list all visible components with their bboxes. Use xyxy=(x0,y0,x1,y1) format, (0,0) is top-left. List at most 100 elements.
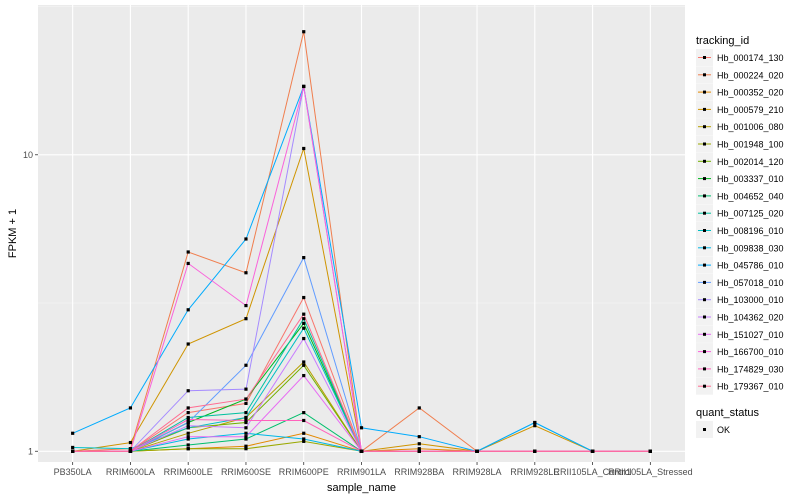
data-point-Hb_002014_120-RRIM600PE xyxy=(302,363,306,367)
data-point-Hb_008196_010-PB350LA xyxy=(71,445,75,450)
data-point-Hb_103000_010-RRIM600LE xyxy=(186,389,190,393)
legend-label-Hb_001006_080: Hb_001006_080 xyxy=(717,122,784,132)
data-point-Hb_104362_020-RRIM600SE xyxy=(244,426,248,430)
data-point-Hb_004652_040-RRIM600LE xyxy=(186,443,190,447)
data-point-Hb_166700_010-RRIM600PE xyxy=(302,84,306,89)
x-tick-label-RRIM600SE: RRIM600SE xyxy=(221,467,271,477)
data-point-Hb_000579_210-RRIM928BA xyxy=(417,442,421,446)
data-point-Hb_007125_020-RRIM600LE xyxy=(186,415,190,420)
legend-key-point xyxy=(703,73,706,77)
data-point-Hb_001948_100-RRIM600SE xyxy=(244,447,248,451)
data-point-Hb_000352_020-RRIM928BA xyxy=(417,447,421,451)
data-point-Hb_045786_010-RRIM600LE xyxy=(186,308,190,312)
data-point-Hb_166700_010-RRIM600LE xyxy=(186,261,190,266)
legend-label-Hb_179367_010: Hb_179367_010 xyxy=(717,382,784,392)
data-point-Hb_009838_030-RRIM600PE xyxy=(302,437,306,441)
data-point-Hb_057018_010-RRIM600LE xyxy=(186,420,190,425)
data-point-Hb_001948_100-RRIM600PE xyxy=(302,439,306,443)
legend-key-point xyxy=(703,159,706,163)
data-point-Hb_000174_130-RRIM600PE xyxy=(302,295,306,300)
data-point-Hb_179367_010-RRIM928LA xyxy=(475,449,479,453)
data-point-Hb_174829_030-RRIM600PE xyxy=(302,418,306,423)
legend-key-point xyxy=(703,350,706,354)
data-point-Hb_000224_020-RRIM600PE xyxy=(302,30,306,34)
legend-key-point xyxy=(703,315,706,319)
x-tick-label-RRIM928LA: RRIM928LA xyxy=(453,467,502,477)
data-point-Hb_057018_010-RRIM600SE xyxy=(244,363,248,367)
data-point-Hb_104362_020-RRIM600LE xyxy=(186,424,190,428)
legend-label-Hb_000224_020: Hb_000224_020 xyxy=(717,70,784,80)
data-point-Hb_103000_010-RRIM600SE xyxy=(244,387,248,391)
legend-key-point xyxy=(703,263,706,267)
legend-key-point xyxy=(703,367,706,371)
data-point-Hb_000174_130-RRIM600LE xyxy=(186,411,190,415)
data-point-Hb_009838_030-RRIM600LE xyxy=(186,437,190,441)
legend-label-Hb_008196_010: Hb_008196_010 xyxy=(717,226,784,236)
data-point-Hb_179367_010-RRIM600LE xyxy=(186,406,190,410)
data-point-Hb_045786_010-RRIM600LA xyxy=(128,406,133,410)
shape-legend-title: quant_status xyxy=(696,407,759,419)
data-point-Hb_004652_040-RRIM600PE xyxy=(302,411,306,415)
x-tick-label-PB350LA: PB350LA xyxy=(54,467,92,477)
y-tick-label: 1 xyxy=(28,446,33,456)
legend-label-Hb_009838_030: Hb_009838_030 xyxy=(717,243,784,253)
x-tick-label-RRIM600LE: RRIM600LE xyxy=(164,467,213,477)
legend-key-point xyxy=(703,142,706,146)
legend-label-Hb_103000_010: Hb_103000_010 xyxy=(717,295,784,305)
legend-key-point xyxy=(703,177,706,181)
data-point-Hb_174829_030-RRIM600SE xyxy=(244,418,248,423)
legend-key-point xyxy=(703,211,706,215)
data-point-Hb_000579_210-RRIM600PE xyxy=(302,146,306,151)
legend-key-point xyxy=(703,56,706,59)
data-point-Hb_000224_020-RRIM928BA xyxy=(417,406,421,410)
legend-label-Hb_166700_010: Hb_166700_010 xyxy=(717,347,784,357)
legend-key-point xyxy=(703,298,706,302)
x-tick-label-RRIM901LA: RRIM901LA xyxy=(337,467,386,477)
legend-key-point xyxy=(703,125,706,129)
legend-key-point xyxy=(703,90,706,94)
data-point-Hb_001006_080-RRIM600LE xyxy=(186,431,190,435)
legend-label-Hb_000579_210: Hb_000579_210 xyxy=(717,105,784,115)
x-axis-title: sample_name xyxy=(327,482,396,494)
data-point-Hb_179367_010-RRIM901LA xyxy=(359,449,364,453)
data-point-Hb_179367_010-RRIM928BA xyxy=(417,449,421,453)
legend-key-point xyxy=(703,194,706,198)
data-point-Hb_179367_010-RRII105LA_Stressed xyxy=(648,449,652,453)
x-tick-label-RRIM600PE: RRIM600PE xyxy=(279,467,329,477)
data-point-Hb_179367_010-RRIM600PE xyxy=(302,312,306,316)
shape-legend-label-OK: OK xyxy=(717,425,730,435)
data-point-Hb_000224_020-RRIM600SE xyxy=(244,271,248,275)
data-point-Hb_008196_010-RRIM600PE xyxy=(302,326,306,330)
legend-key-point xyxy=(703,229,706,232)
data-point-Hb_179367_010-RRIM928LE xyxy=(533,449,537,453)
x-tick-label-RRII105LA_Stressed: RRII105LA_Stressed xyxy=(608,467,693,477)
data-point-Hb_000352_020-RRIM600SE xyxy=(244,444,248,448)
data-point-Hb_179367_010-PB350LA xyxy=(71,449,75,453)
data-point-Hb_179367_010-RRII105LA_Control xyxy=(590,449,595,453)
data-point-Hb_151027_010-RRIM600PE xyxy=(302,373,306,378)
data-point-Hb_003337_010-RRIM600PE xyxy=(302,321,306,325)
data-point-Hb_004652_040-RRIM600SE xyxy=(244,437,248,441)
data-point-Hb_045786_010-RRIM928BA xyxy=(417,435,421,439)
y-tick-label: 10 xyxy=(23,150,33,160)
legend-key-point xyxy=(703,246,706,250)
data-point-Hb_179367_010-RRIM600SE xyxy=(244,397,248,401)
x-tick-label-RRII105LA_Control: RRII105LA_Control xyxy=(554,467,632,477)
legend-label-Hb_000174_130: Hb_000174_130 xyxy=(717,53,784,63)
x-tick-label-RRIM928BA: RRIM928BA xyxy=(394,467,444,477)
data-point-Hb_045786_010-RRIM901LA xyxy=(359,426,364,430)
legend-key-point xyxy=(703,332,706,336)
data-point-Hb_002014_120-RRIM600SE xyxy=(244,420,248,425)
data-point-Hb_009838_030-RRIM600SE xyxy=(244,431,248,435)
legend-key-point xyxy=(703,280,706,284)
data-point-Hb_166700_010-RRIM600SE xyxy=(244,303,248,308)
data-point-Hb_104362_020-RRIM600PE xyxy=(302,336,306,341)
legend-label-Hb_007125_020: Hb_007125_020 xyxy=(717,209,784,219)
legend-label-Hb_001948_100: Hb_001948_100 xyxy=(717,140,784,150)
data-point-Hb_045786_010-RRIM600SE xyxy=(244,237,248,241)
x-tick-label-RRIM928LE: RRIM928LE xyxy=(510,467,559,477)
data-point-Hb_007125_020-RRIM600PE xyxy=(302,317,306,321)
data-point-Hb_001006_080-RRIM600PE xyxy=(302,360,306,364)
